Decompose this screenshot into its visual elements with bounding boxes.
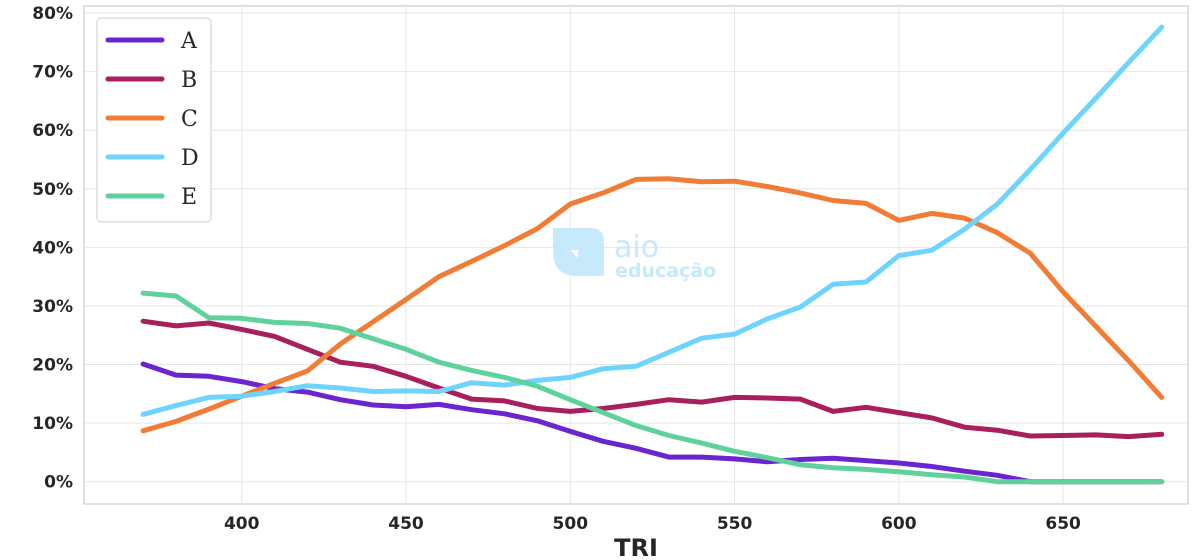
series-line-d: [140, 24, 1165, 417]
x-axis-ticks: 400 450 500 550 600 650: [224, 514, 1081, 534]
x-tick-label: 500: [553, 514, 589, 534]
series-line-e: [140, 290, 1165, 485]
watermark-logo-icon: [553, 228, 604, 276]
series-lines: [140, 24, 1165, 485]
y-tick-label: 10%: [32, 414, 73, 434]
y-tick-label: 70%: [32, 63, 73, 83]
y-tick-label: 40%: [32, 238, 73, 258]
y-tick-label: 0%: [44, 473, 73, 493]
x-tick-label: 450: [388, 514, 424, 534]
x-axis-title: TRI: [614, 534, 658, 560]
watermark: aio educação: [553, 228, 716, 282]
y-tick-label: 20%: [32, 356, 73, 376]
legend-label-c: C: [181, 107, 198, 132]
series-line-c: [140, 176, 1165, 434]
x-tick-label: 400: [224, 514, 260, 534]
x-tick-label: 550: [717, 514, 753, 534]
series-line-a: [140, 361, 1165, 485]
y-tick-label: 60%: [32, 121, 73, 141]
series-line-b: [140, 318, 1165, 440]
x-tick-label: 600: [881, 514, 917, 534]
x-tick-label: 650: [1045, 514, 1081, 534]
plot-area: [83, 5, 1189, 505]
legend-label-e: E: [181, 185, 197, 210]
legend-label-b: B: [181, 68, 197, 93]
legend-label-a: A: [180, 29, 198, 54]
y-tick-label: 80%: [32, 4, 73, 24]
legend-label-d: D: [181, 146, 199, 171]
y-tick-label: 50%: [32, 180, 73, 200]
watermark-brand: aio: [614, 230, 659, 265]
watermark-tagline: educação: [615, 260, 716, 282]
y-axis-ticks: 0% 10% 20% 30% 40% 50% 60% 70% 80%: [32, 4, 73, 493]
y-tick-label: 30%: [32, 297, 73, 317]
